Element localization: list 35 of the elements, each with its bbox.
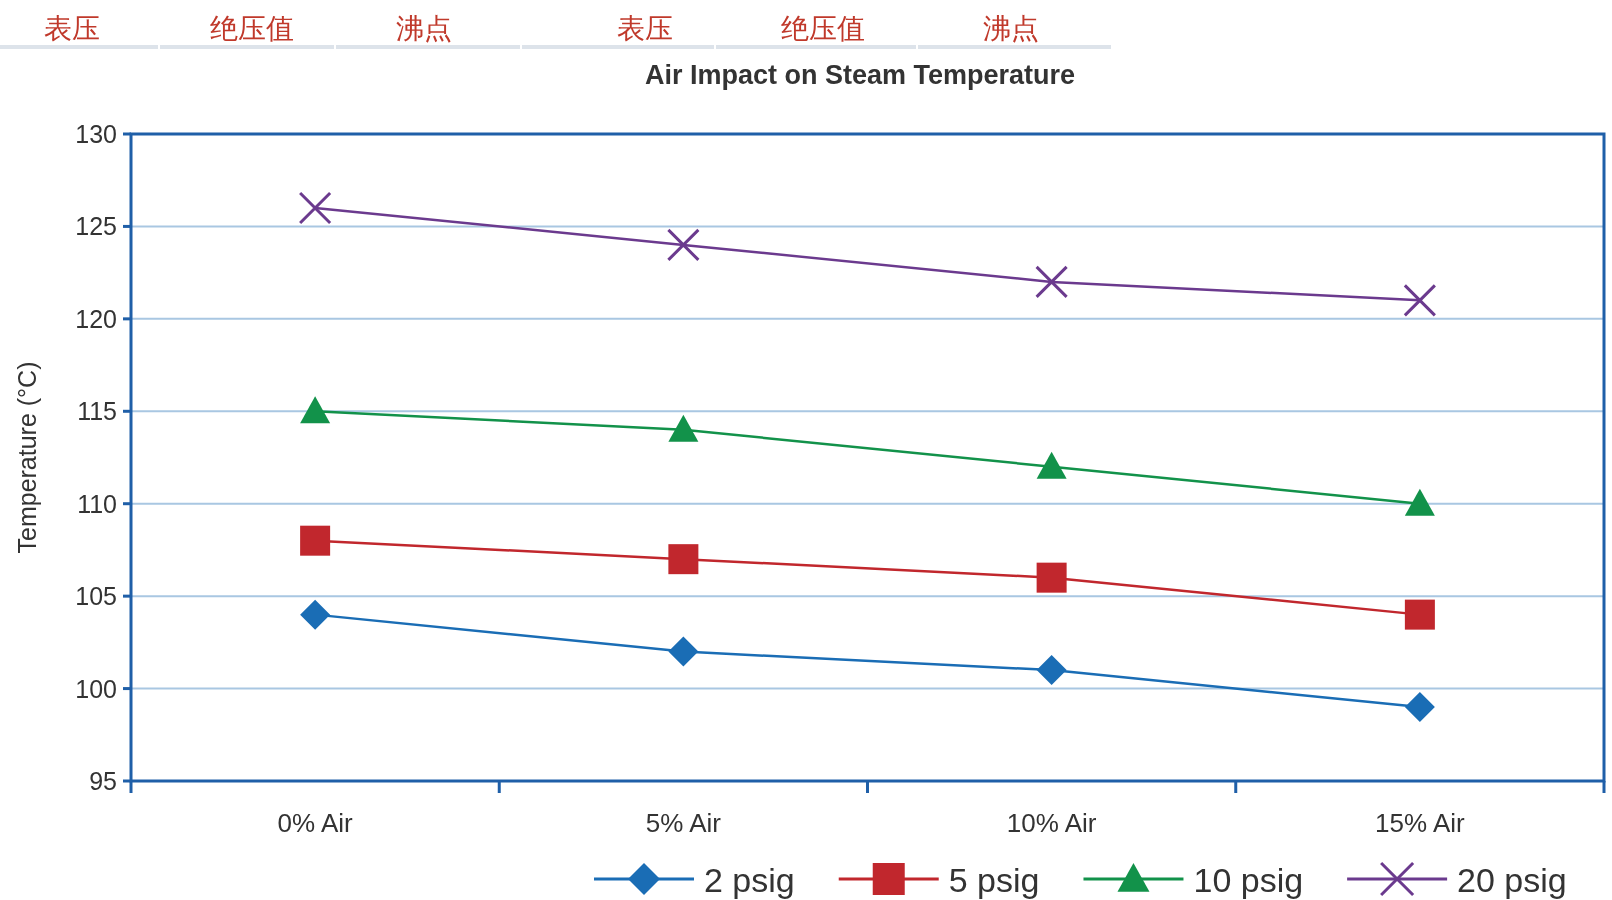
point <box>1404 599 1435 630</box>
point <box>1036 451 1067 479</box>
x-tick-label: 15% Air <box>1375 808 1466 838</box>
point <box>668 544 699 575</box>
point <box>1036 562 1067 593</box>
legend-label: 5 psig <box>948 861 1040 899</box>
legend-label: 20 psig <box>1457 861 1567 899</box>
point <box>668 636 699 667</box>
y-axis-title: Temperature (°C) <box>13 361 41 554</box>
point <box>1036 655 1067 686</box>
legend-label: 10 psig <box>1193 861 1304 899</box>
point <box>1403 283 1437 317</box>
y-tick-label: 120 <box>75 304 117 333</box>
y-tick-label: 115 <box>77 397 117 426</box>
point <box>298 191 332 225</box>
point <box>300 599 331 630</box>
x-tick-label: 10% Air <box>1006 808 1097 838</box>
x-tick-label: 5% Air <box>645 808 722 838</box>
header: 表压 绝压值 沸点 表压 绝压值 沸点 <box>0 12 1111 49</box>
point <box>668 414 699 442</box>
point <box>300 525 331 556</box>
y-tick-label: 110 <box>77 489 117 518</box>
y-tick-label: 95 <box>89 767 117 795</box>
point <box>1035 265 1069 299</box>
chart-title: Air Impact on Steam Temperature <box>644 60 1076 90</box>
point <box>300 396 331 424</box>
legend-label: 2 psig <box>704 861 795 899</box>
y-tick-label: 125 <box>75 212 117 241</box>
x-tick-label: 0% Air <box>277 808 354 838</box>
point <box>1404 488 1435 516</box>
point <box>666 228 700 262</box>
point <box>1404 692 1435 723</box>
y-tick-label: 130 <box>75 120 117 148</box>
y-tick-label: 105 <box>75 582 117 611</box>
y-tick-label: 100 <box>75 674 117 703</box>
